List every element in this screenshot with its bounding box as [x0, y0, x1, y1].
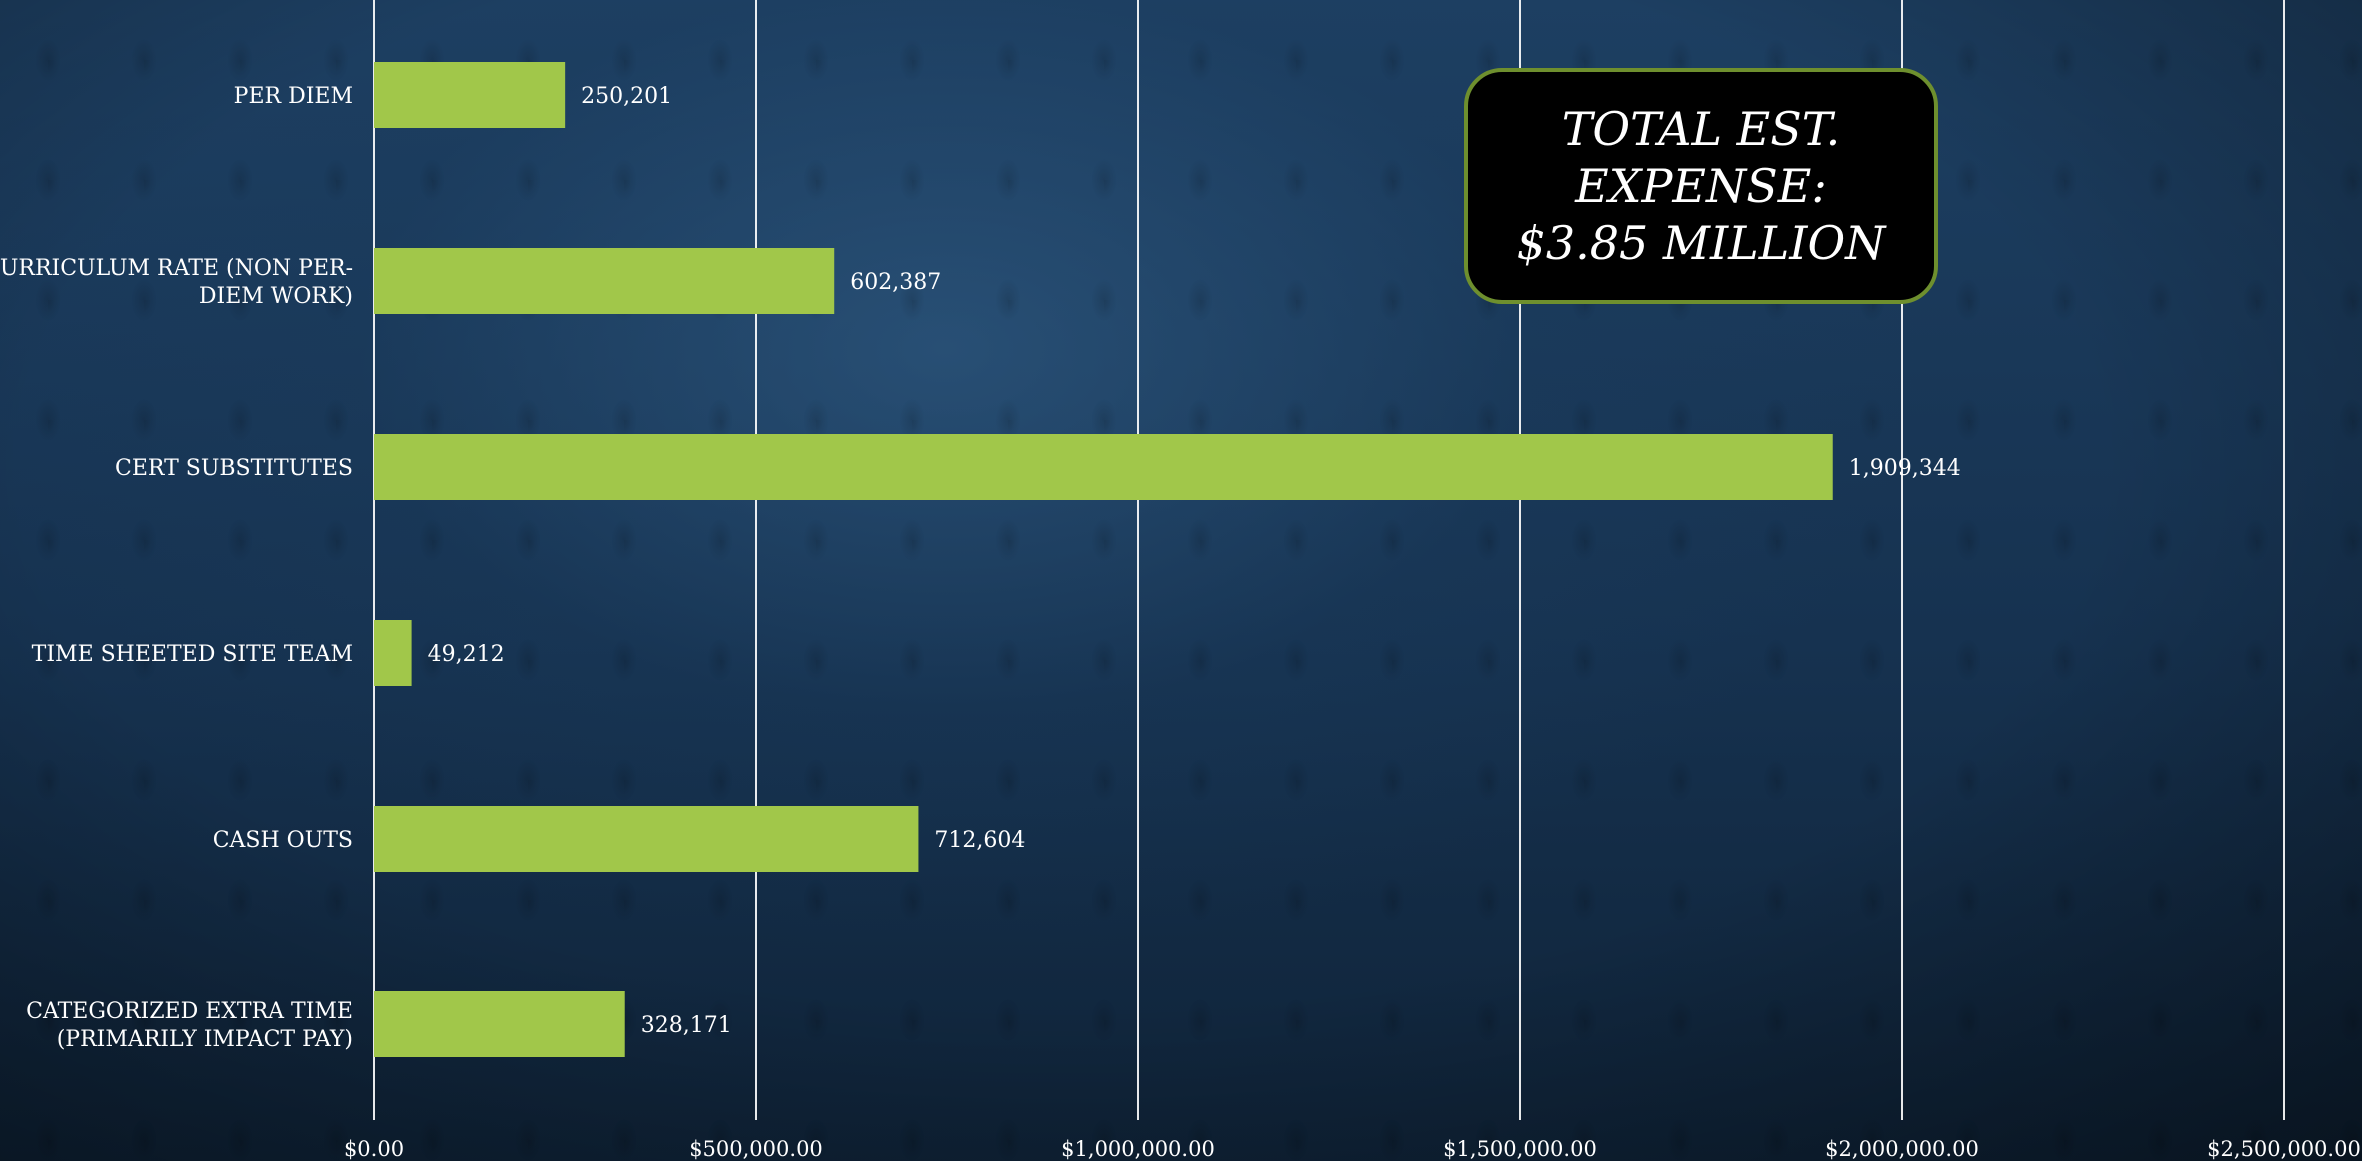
x-tick-label: $1,500,000.00 — [1443, 1137, 1597, 1161]
data-label: 49,212 — [428, 642, 505, 667]
x-tick-label: $500,000.00 — [689, 1137, 823, 1161]
x-tick-label: $1,000,000.00 — [1061, 1137, 1215, 1161]
category-label: CATEGORIZED EXTRA TIME (PRIMARILY IMPACT … — [26, 999, 353, 1052]
category-label: TIME SHEETED SITE TEAM — [32, 642, 353, 667]
x-tick-label: $2,000,000.00 — [1825, 1137, 1979, 1161]
total-expense-text: TOTAL EST. EXPENSE: $3.85 MILLION — [1516, 101, 1886, 270]
data-label: 328,171 — [641, 1013, 732, 1038]
bar — [374, 248, 835, 314]
bar — [374, 62, 566, 128]
data-label: 1,909,344 — [1849, 456, 1961, 481]
bar — [374, 434, 1833, 500]
bar — [374, 806, 919, 872]
total-expense-callout: TOTAL EST. EXPENSE: $3.85 MILLION — [1464, 68, 1938, 304]
bar — [374, 620, 412, 686]
category-label: CERT SUBSTITUTES — [115, 456, 353, 481]
x-tick-label: $2,500,000.00 — [2207, 1137, 2361, 1161]
data-label: 250,201 — [581, 84, 672, 109]
data-label: 712,604 — [934, 828, 1025, 853]
category-label: CASH OUTS — [213, 828, 353, 853]
data-label: 602,387 — [850, 270, 941, 295]
bar — [374, 991, 625, 1057]
category-label: CURRICULUM RATE (NON PER-DIEM WORK) — [0, 256, 353, 309]
category-label: PER DIEM — [234, 84, 353, 109]
x-tick-label: $0.00 — [344, 1137, 404, 1161]
